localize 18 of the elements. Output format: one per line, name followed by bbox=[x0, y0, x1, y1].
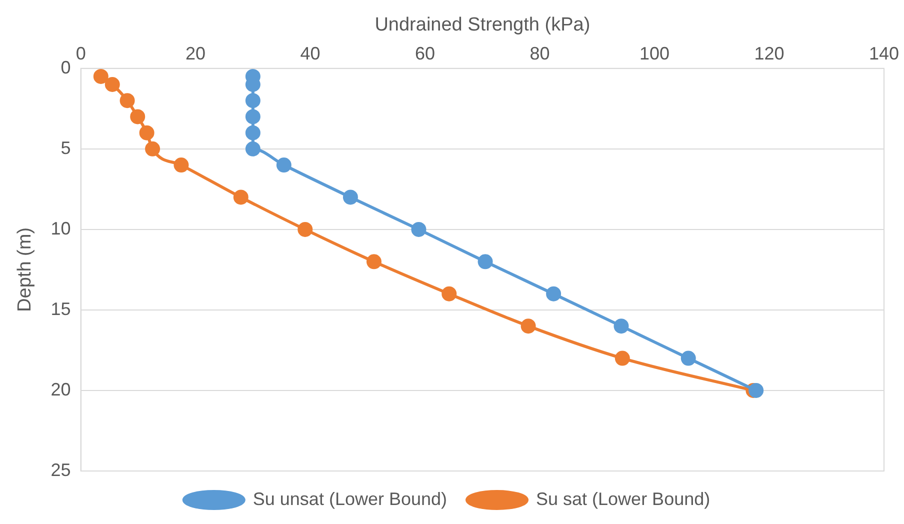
x-tick-label: 80 bbox=[530, 44, 550, 64]
x-tick-label: 140 bbox=[868, 44, 900, 64]
y-tick-label: 15 bbox=[50, 298, 71, 319]
y-tick-label: 20 bbox=[50, 379, 71, 400]
legend-label: Su unsat (Lower Bound) bbox=[252, 488, 448, 509]
x-tick-label: 100 bbox=[639, 44, 670, 64]
y-tick-label: 10 bbox=[50, 218, 71, 238]
x-tick-label: 40 bbox=[300, 44, 320, 64]
x-tick-label: 20 bbox=[186, 44, 206, 64]
y-tick-label: 0 bbox=[60, 57, 71, 78]
x-tick-label: 0 bbox=[76, 44, 86, 64]
y-tick-label: 25 bbox=[50, 460, 71, 480]
legend-label: Su sat (Lower Bound) bbox=[536, 488, 710, 509]
y-tick-label: 5 bbox=[60, 138, 71, 158]
x-tick-label: 120 bbox=[754, 44, 784, 64]
x-tick-label: 60 bbox=[415, 44, 436, 64]
x-axis-title: Undrained Strength (kPa) bbox=[374, 14, 590, 36]
y-axis-title: Depth (m) bbox=[14, 227, 36, 312]
